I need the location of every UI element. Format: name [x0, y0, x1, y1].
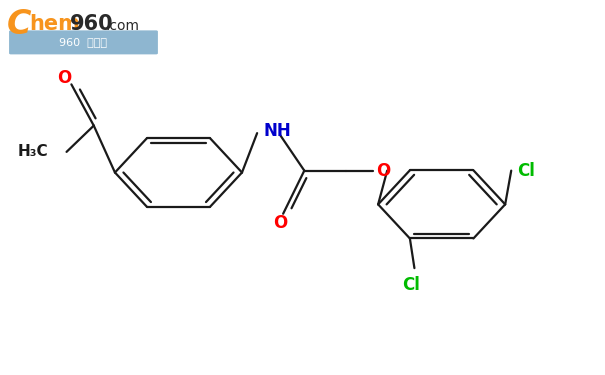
Text: Cl: Cl	[517, 162, 535, 180]
FancyBboxPatch shape	[3, 8, 163, 54]
Text: O: O	[273, 214, 287, 232]
Text: C: C	[7, 8, 31, 41]
Text: 960  化工网: 960 化工网	[59, 37, 108, 47]
Text: .com: .com	[106, 18, 140, 33]
Text: Cl: Cl	[402, 276, 420, 294]
FancyBboxPatch shape	[9, 30, 158, 54]
Text: NH: NH	[263, 122, 291, 140]
Text: O: O	[376, 162, 391, 180]
Text: 960: 960	[70, 14, 113, 34]
Text: O: O	[57, 69, 71, 87]
Text: hem: hem	[29, 14, 80, 34]
Text: H₃C: H₃C	[18, 144, 48, 159]
